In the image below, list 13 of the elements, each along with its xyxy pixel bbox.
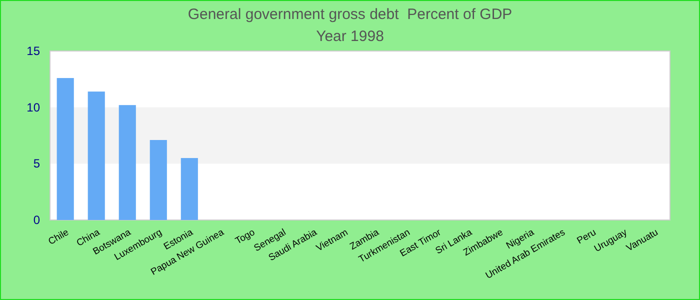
chart-subtitle: Year 1998 [316, 28, 384, 45]
bar [180, 158, 198, 220]
chart-title: General government gross debt Percent of GDP [188, 6, 512, 23]
x-tick-label: Peru [575, 227, 598, 247]
y-tick-label: 0 [33, 213, 40, 227]
x-tick-label: Chile [46, 227, 71, 248]
y-tick-label: 15 [26, 44, 40, 58]
bar [88, 92, 105, 220]
y-tick-label: 5 [33, 156, 40, 171]
bar [150, 140, 167, 220]
bar [118, 105, 136, 220]
y-tick-label: 10 [26, 100, 40, 114]
bar [56, 78, 74, 220]
